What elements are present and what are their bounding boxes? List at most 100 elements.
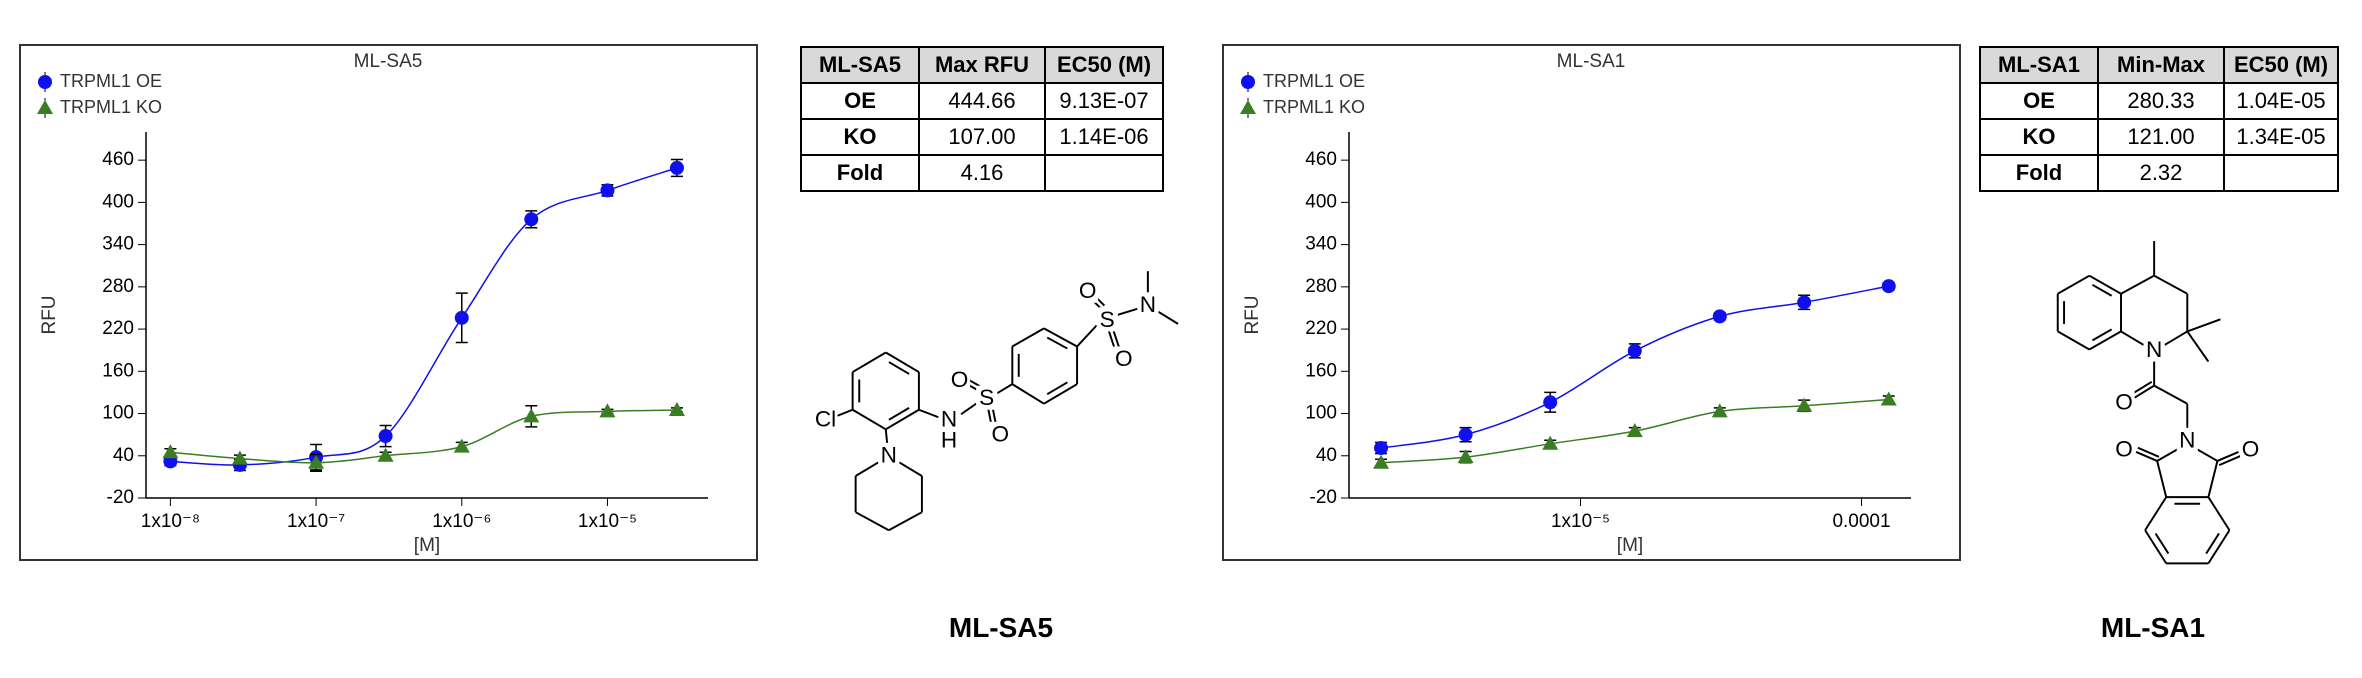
header-cell: EC50 (M) bbox=[1044, 46, 1164, 84]
atom-label: O bbox=[1079, 278, 1097, 303]
bond bbox=[885, 351, 920, 373]
atom-label: N bbox=[2146, 337, 2162, 362]
bond bbox=[2156, 460, 2168, 498]
bond bbox=[1011, 383, 1045, 405]
bond bbox=[2186, 330, 2210, 363]
table: ML-SA1 Min-Max EC50 (M) OE 280.33 1.04E-05 K… bbox=[1979, 46, 2339, 192]
bond bbox=[855, 461, 879, 477]
data-point bbox=[1458, 427, 1473, 442]
x-tick-label: 1x10⁻⁷ bbox=[287, 511, 345, 532]
y-tick-label: 460 bbox=[102, 149, 134, 170]
data-point bbox=[308, 454, 325, 469]
atom-label: S bbox=[979, 385, 994, 410]
bond bbox=[2137, 446, 2160, 458]
bond bbox=[2154, 532, 2170, 555]
atom-bg bbox=[1096, 307, 1118, 332]
bond bbox=[1108, 331, 1116, 350]
bond bbox=[918, 408, 939, 419]
atom-label: N bbox=[881, 442, 897, 467]
legend-marker bbox=[1241, 75, 1255, 89]
data-point bbox=[1626, 423, 1643, 438]
bond bbox=[888, 511, 923, 532]
atom-label: O bbox=[951, 367, 969, 392]
atom-bg bbox=[949, 367, 971, 392]
bond bbox=[2217, 451, 2239, 462]
data-point bbox=[1543, 395, 1558, 410]
header-cell: ML-SA1 bbox=[1979, 46, 2099, 84]
table: ML-SA5 Max RFU EC50 (M) OE 444.66 9.13E-07 K… bbox=[800, 46, 1164, 192]
chart-title: ML-SA5 bbox=[354, 51, 423, 72]
atom-bg bbox=[989, 421, 1011, 446]
atom-bg bbox=[2113, 436, 2135, 461]
x-axis-label: [M] bbox=[414, 535, 440, 556]
y-tick-label: 220 bbox=[1305, 318, 1337, 339]
data-point bbox=[377, 447, 394, 462]
data-point bbox=[523, 408, 540, 423]
bond bbox=[2205, 532, 2220, 555]
data-point bbox=[162, 444, 179, 459]
cell bbox=[1044, 154, 1164, 192]
atom-bg bbox=[976, 385, 998, 410]
legend-marker bbox=[38, 75, 52, 89]
bond bbox=[1011, 327, 1045, 348]
legend-label: TRPML1 KO bbox=[1263, 97, 1365, 117]
bond bbox=[2144, 496, 2168, 531]
bond bbox=[884, 429, 889, 445]
atom-bg bbox=[1077, 278, 1099, 303]
x-tick-label: 1x10⁻⁵ bbox=[578, 511, 637, 532]
data-point bbox=[524, 212, 539, 227]
data-point bbox=[1627, 343, 1642, 358]
data-point bbox=[1711, 403, 1728, 418]
legend-label: TRPML1 OE bbox=[60, 71, 162, 91]
bond bbox=[2120, 330, 2145, 346]
data-point bbox=[231, 450, 248, 465]
x-tick-label: 1x10⁻⁸ bbox=[141, 511, 200, 532]
bond bbox=[2057, 274, 2090, 295]
bond bbox=[2195, 448, 2218, 462]
atom-label: N bbox=[2179, 427, 2195, 452]
atom-bg bbox=[2176, 427, 2198, 452]
legend-marker bbox=[37, 100, 53, 114]
x-tick-label: 0.0001 bbox=[1832, 511, 1890, 532]
data-point bbox=[669, 160, 684, 175]
data-point bbox=[599, 403, 616, 418]
y-tick-label: 280 bbox=[1305, 276, 1337, 297]
bond bbox=[2218, 455, 2241, 467]
atom-label: N bbox=[941, 406, 957, 431]
y-tick-label: 40 bbox=[113, 445, 134, 466]
cell: 1.14E-06 bbox=[1044, 118, 1164, 156]
cell: KO bbox=[1979, 118, 2099, 156]
data-point bbox=[1880, 391, 1897, 406]
legend-label: TRPML1 KO bbox=[60, 97, 162, 117]
fit-line bbox=[170, 409, 677, 464]
y-tick-label: 40 bbox=[1316, 445, 1337, 466]
bond bbox=[991, 408, 997, 424]
atom-bg bbox=[2113, 390, 2135, 415]
legend-label: TRPML1 OE bbox=[1263, 71, 1365, 91]
atom-bg bbox=[2143, 337, 2165, 362]
bond bbox=[855, 511, 890, 532]
cell: 107.00 bbox=[918, 118, 1046, 156]
y-tick-label: -20 bbox=[107, 487, 134, 508]
cell: KO bbox=[800, 118, 920, 156]
atom-label: S bbox=[1100, 307, 1115, 332]
atom-bg bbox=[938, 406, 960, 431]
data-point bbox=[453, 438, 470, 453]
data-point bbox=[378, 429, 393, 444]
bond bbox=[2164, 330, 2188, 346]
bond bbox=[1043, 383, 1078, 405]
bond bbox=[968, 379, 981, 388]
y-tick-label: 340 bbox=[102, 234, 134, 255]
bond bbox=[1043, 327, 1078, 348]
legend-marker bbox=[1240, 100, 1256, 114]
bond bbox=[2091, 283, 2113, 297]
bond bbox=[898, 461, 923, 477]
cell: Fold bbox=[800, 154, 920, 192]
data-point bbox=[1712, 309, 1727, 324]
cell: 1.04E-05 bbox=[2223, 82, 2339, 120]
cell: 280.33 bbox=[2097, 82, 2225, 120]
header-cell: Max RFU bbox=[918, 46, 1046, 84]
bond bbox=[2091, 328, 2113, 342]
